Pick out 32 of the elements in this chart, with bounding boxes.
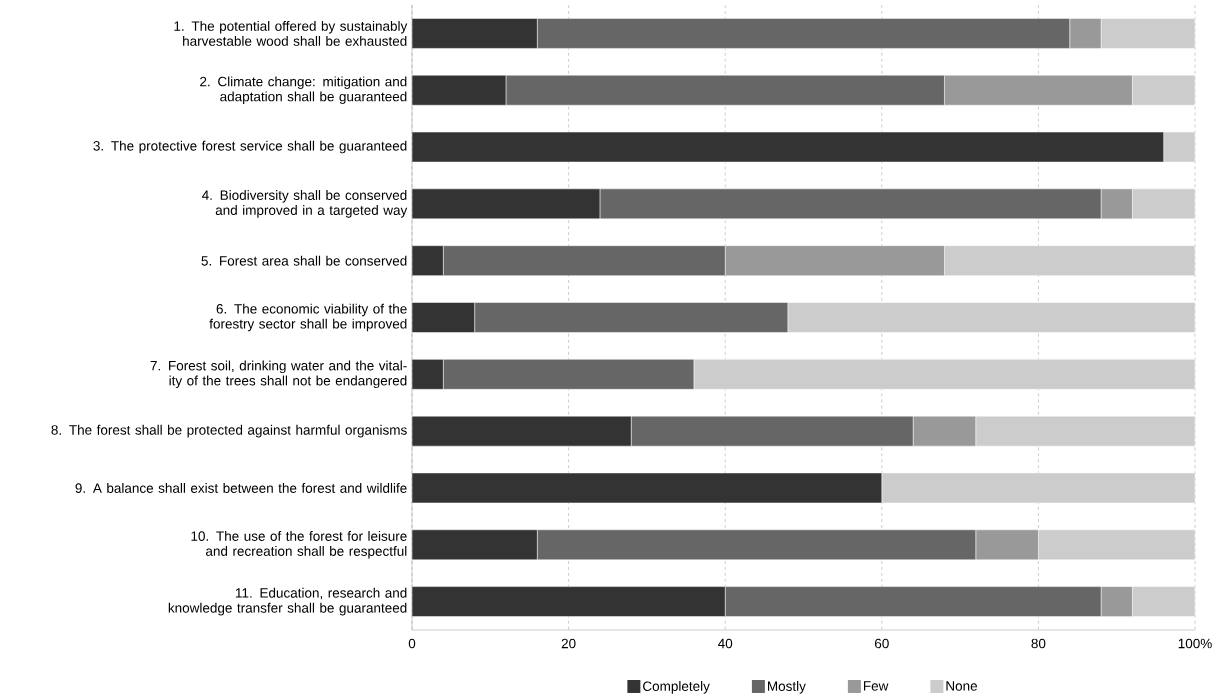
- bar: [412, 302, 475, 333]
- y-tick-label: 5. Forest area shall be conserved: [201, 255, 407, 266]
- bar: [412, 586, 726, 617]
- y-tick-label: 8. The forest shall be protected against harmful organisms: [51, 424, 407, 438]
- y-tick-label: 11. Education, research and knowledge transfer shall be guaranteed: [168, 587, 407, 616]
- y-tick-label: 1. The potential offered by sustainably harvestable wood shall be exhausted: [174, 20, 408, 46]
- bar: [412, 359, 444, 390]
- y-tick-label: 2. Climate change: mitigation and adaptation shall be guaranteed: [200, 76, 407, 105]
- y-tick-label: 7. Forest soil, drinking water and the vital-ity of the trees shall not be endangered: [150, 360, 407, 389]
- bar: [412, 131, 1164, 163]
- x-tick-label: 20: [561, 638, 576, 649]
- y-tick-label: 6. The economic viability of the forestry sector shall be improved: [209, 303, 407, 332]
- bar: [412, 245, 444, 276]
- bar: [412, 415, 632, 447]
- bar: [412, 472, 883, 504]
- legend-label: Mostly: [767, 681, 806, 694]
- x-tick-label: 60: [874, 638, 889, 649]
- y-tick-label: 3. The protective forest service shall be guaranteed: [93, 140, 407, 154]
- x-tick-label: 40: [718, 638, 733, 649]
- x-tick-label: 80: [1031, 638, 1046, 649]
- bar: [412, 18, 538, 49]
- bar: [412, 74, 507, 106]
- legend-label: None: [946, 681, 978, 691]
- y-tick-label: 4. Biodiversity shall be conserved and improved in a targeted way: [202, 190, 408, 218]
- legend-label: Few: [863, 681, 889, 691]
- bar: [412, 188, 601, 220]
- x-tick-label: 100%: [1178, 638, 1212, 649]
- x-tick-label: 0: [408, 638, 416, 649]
- y-tick-label: 10. The use of the forest for leisure and recreation shall be respectful: [191, 530, 407, 559]
- bar: [412, 529, 538, 561]
- legend-label: Completely: [643, 681, 710, 694]
- y-tick-label: 9. A balance shall exist between the forest and wildlife: [75, 483, 407, 493]
